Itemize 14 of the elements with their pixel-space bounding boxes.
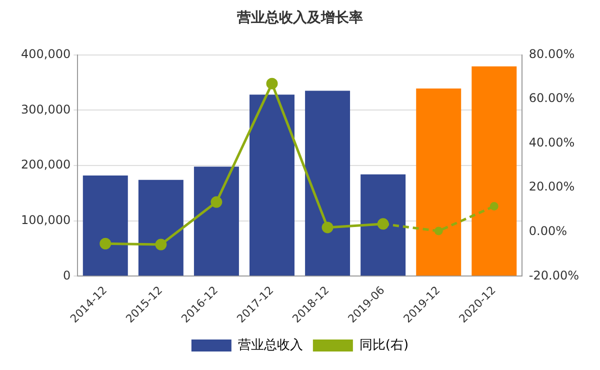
y2-tick-label: 0.00% [528, 224, 568, 238]
y2-tick-label: 20.00% [528, 180, 575, 194]
y2-tick-label: 80.00% [528, 46, 575, 61]
y2-tick-label: 60.00% [528, 91, 575, 106]
y-tick-label: 100,000 [21, 212, 71, 227]
y-tick-label: 300,000 [21, 102, 71, 116]
y-tick-label: 200,000 [21, 158, 71, 172]
y2-tick-label: -20.00% [528, 268, 580, 282]
legend-label: 营业总收入 [238, 338, 303, 353]
y-tick-label: 400,000 [21, 46, 71, 61]
chart-title: 营业总收入及增长率 [236, 9, 363, 26]
legend-label: 同比(右) [359, 338, 409, 353]
y-tick-label: 0 [62, 268, 71, 282]
y2-tick-label: 40.00% [528, 135, 575, 150]
